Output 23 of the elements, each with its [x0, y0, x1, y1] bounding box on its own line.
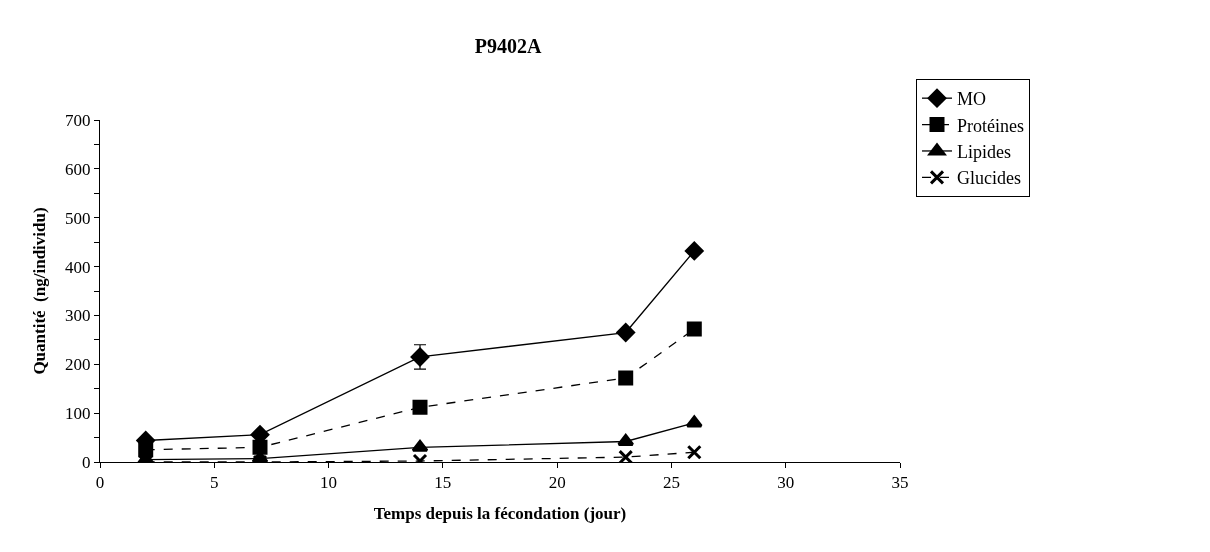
x-tick-label: 0 — [95, 473, 105, 493]
y-tick-label: 500 — [65, 208, 91, 228]
x-tick-label: 20 — [548, 473, 566, 493]
x-tick-label: 10 — [320, 473, 338, 493]
legend-label: Glucides — [957, 168, 1021, 189]
legend-label: Protéines — [957, 115, 1024, 136]
x-tick-label: 35 — [891, 473, 909, 493]
y-tick-label: 400 — [65, 257, 91, 277]
y-tick-label: 0 — [82, 452, 91, 472]
x-tick-label: 15 — [434, 473, 452, 493]
x-axis-title: Temps depuis la fécondation (jour) — [373, 503, 627, 523]
y-tick-label: 300 — [65, 306, 91, 326]
y-axis-title: Quantité (ng/individu) — [29, 207, 49, 375]
legend-label: Lipides — [957, 141, 1011, 162]
legend-label: MO — [957, 89, 987, 110]
chart-title: P9402A — [474, 34, 543, 57]
y-tick-label: 700 — [65, 110, 91, 130]
x-tick-label: 30 — [777, 473, 795, 493]
y-tick-label: 100 — [65, 404, 91, 424]
y-tick-label: 600 — [65, 159, 91, 179]
y-tick-label: 200 — [65, 355, 91, 375]
x-tick-label: 5 — [210, 473, 219, 493]
x-tick-label: 25 — [662, 473, 680, 493]
